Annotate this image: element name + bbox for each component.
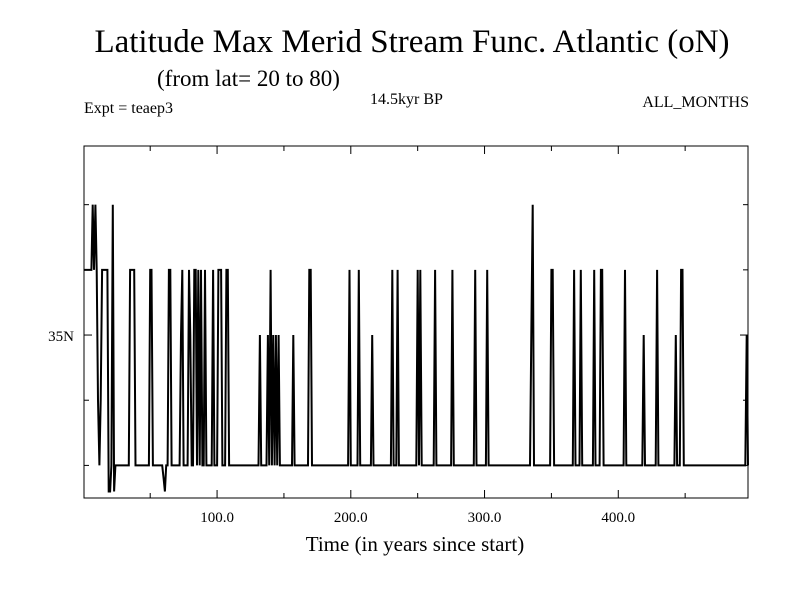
x-tick-label: 100.0	[200, 510, 234, 526]
x-axis: 100.0 200.0 300.0 400.0	[149, 146, 686, 526]
experiment-label: Expt = teaep3	[84, 100, 173, 117]
plot-frame	[83, 145, 749, 499]
chart-title: Latitude Max Merid Stream Func. Atlantic…	[94, 24, 730, 60]
chart-subtitle: (from lat= 20 to 80)	[157, 66, 340, 91]
x-tick-label: 400.0	[601, 510, 635, 526]
y-tick-label: 35N	[48, 329, 74, 345]
series-line	[84, 204, 749, 493]
x-axis-label: Time (in years since start)	[305, 532, 525, 556]
x-tick-label: 200.0	[334, 510, 368, 526]
months-label: ALL_MONTHS	[642, 94, 749, 111]
x-tick-label: 300.0	[468, 510, 502, 526]
period-label: 14.5kyr BP	[370, 91, 443, 108]
